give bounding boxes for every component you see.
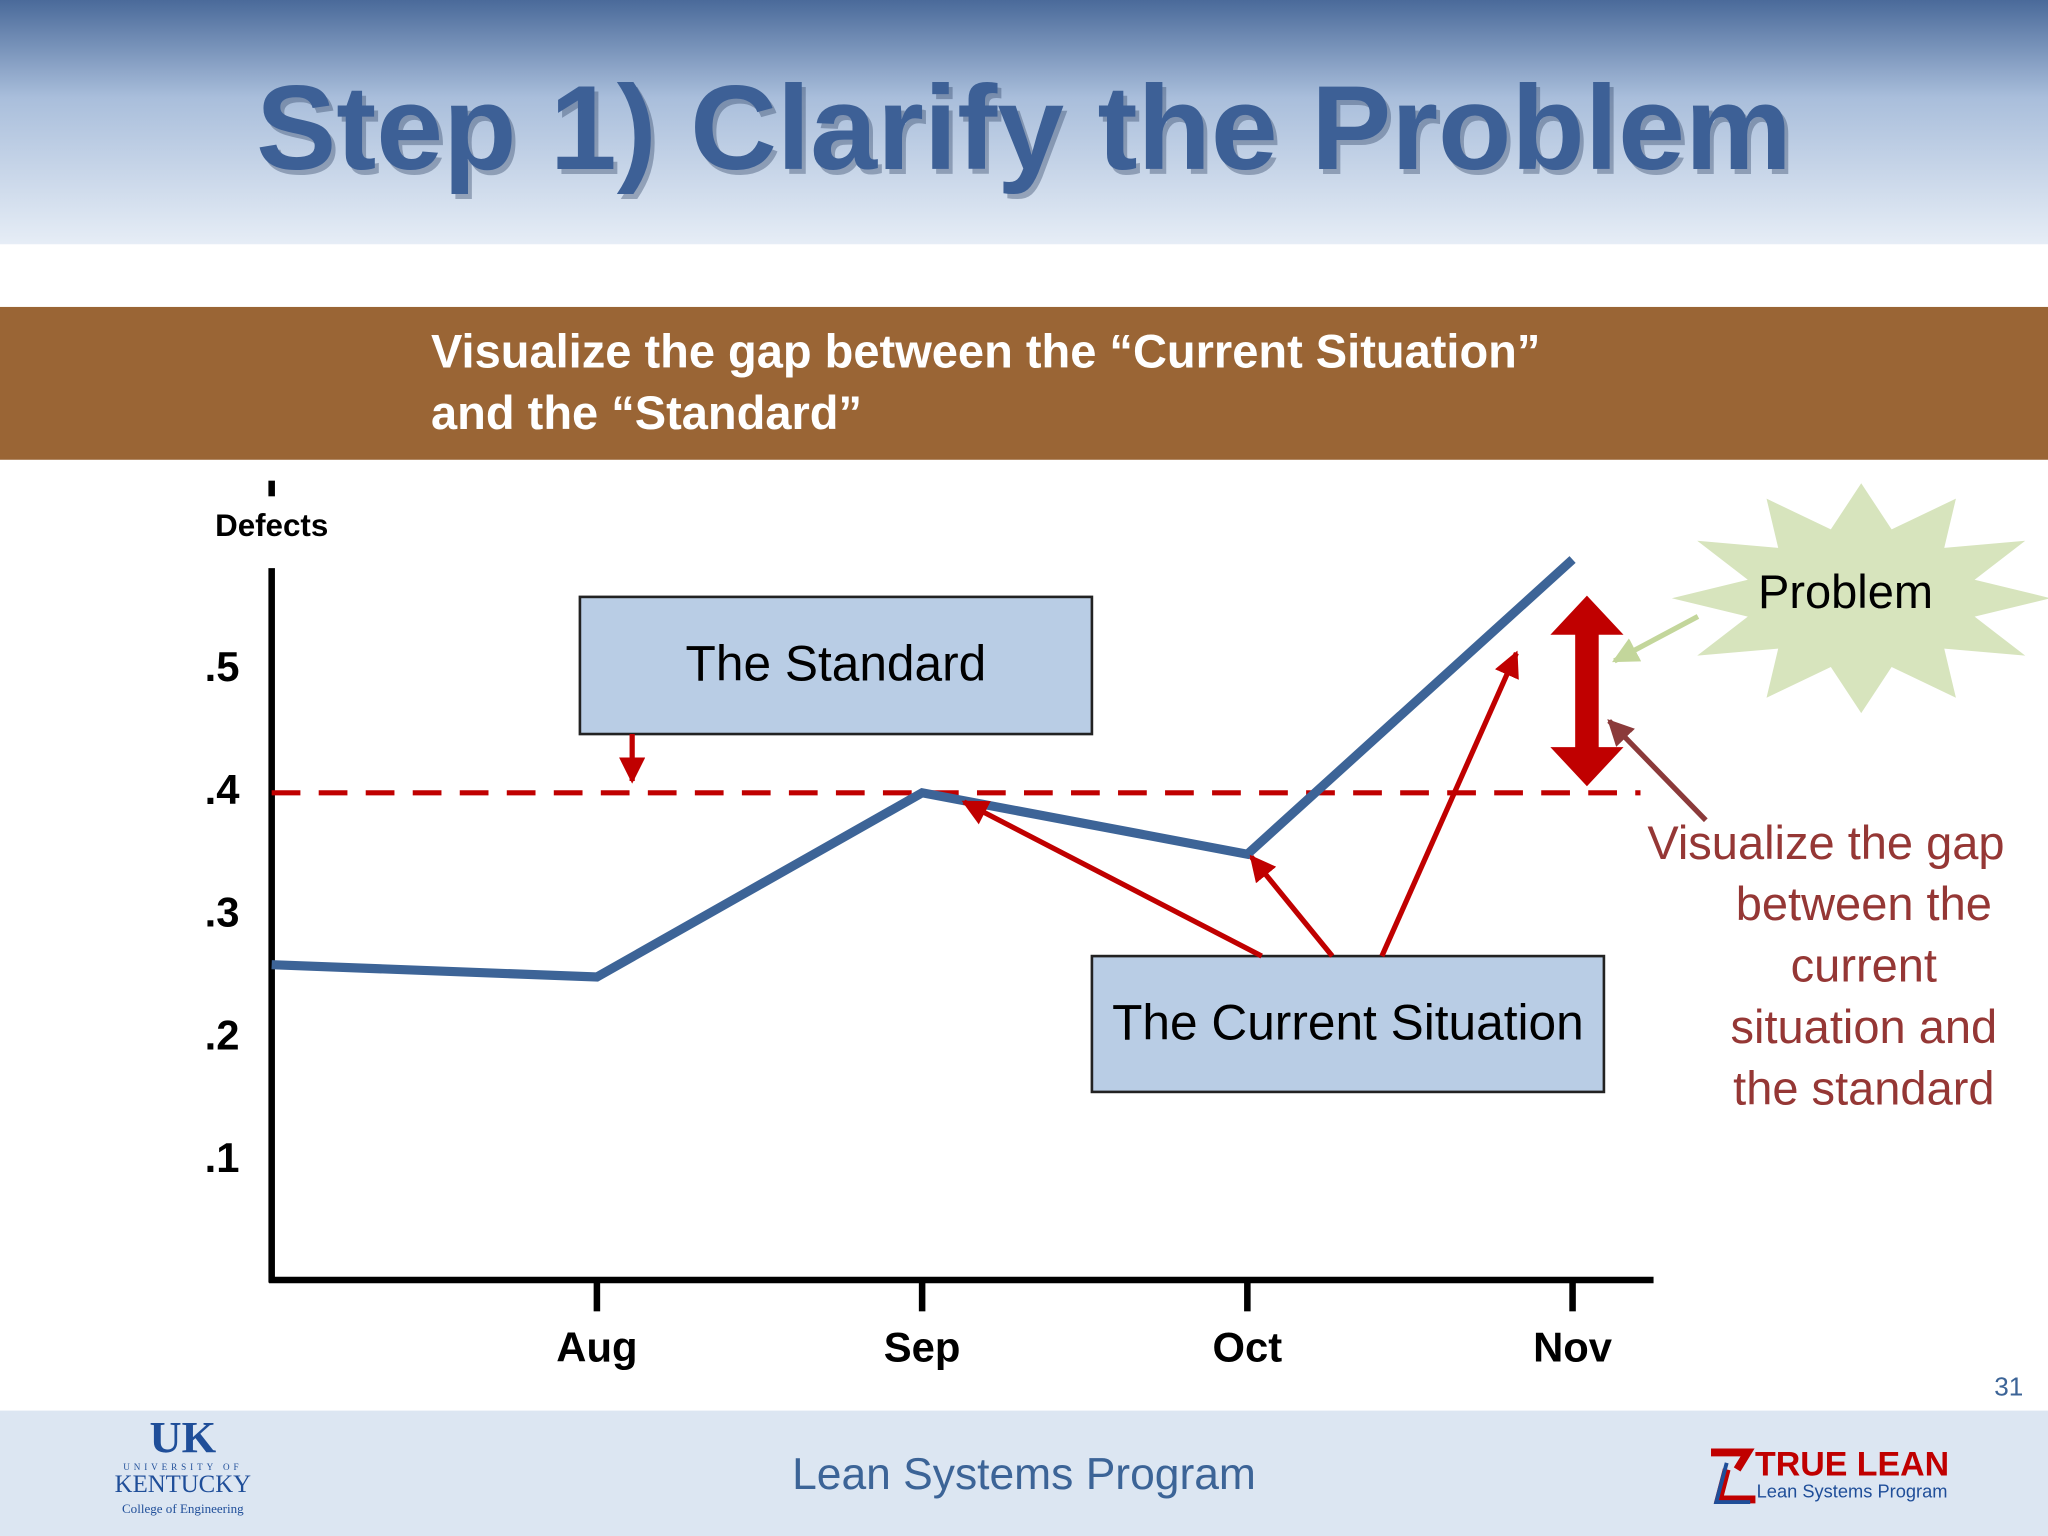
problem-label: Problem [1758, 565, 1933, 618]
logo-text: UK [150, 1412, 217, 1462]
arrow [1249, 854, 1335, 958]
uk-logo: UK UNIVERSITY OF KENTUCKY College of Eng… [115, 1412, 251, 1516]
page-number: 31 [1994, 1371, 2023, 1401]
header-band [0, 0, 2048, 245]
title-shadow: Step 1) Clarify the Problem [260, 66, 1796, 200]
true-lean-logo: TRUE LEAN Lean Systems Program [1711, 1446, 1949, 1504]
chart: Defects [215, 480, 1654, 1284]
y-tick-label: .2 [205, 1011, 240, 1058]
gap-label: the standard [1733, 1061, 1994, 1114]
banner-text: Visualize the gap between the “Current S… [431, 325, 1540, 378]
footer-text: Lean Systems Program [792, 1450, 1256, 1499]
y-tick-label: .1 [205, 1134, 240, 1181]
gap-label: Visualize the gap [1647, 816, 2004, 869]
logo-text: TRUE LEAN [1755, 1446, 1949, 1484]
arrow [1612, 614, 1700, 664]
starburst [1671, 483, 2048, 714]
gap-label: situation and [1731, 1000, 1998, 1053]
y-tick-label: .3 [205, 889, 240, 936]
arrow [961, 799, 1263, 959]
slide-title: Step 1) Clarify the Problem [256, 61, 1792, 195]
annotation-box [578, 595, 1094, 736]
gap-arrow [1550, 595, 1624, 787]
banner [0, 306, 2048, 460]
y-axis-label: Defects [215, 508, 328, 543]
logo-text: UNIVERSITY OF [123, 1462, 242, 1472]
annotation-text: The Standard [686, 636, 987, 692]
y-tick-label: .5 [205, 643, 240, 690]
x-tick-label: Sep [884, 1324, 961, 1371]
x-tick-label: Oct [1213, 1324, 1283, 1371]
x-tick-label: Nov [1533, 1324, 1613, 1371]
banner-text: and the “Standard” [431, 386, 862, 439]
gap-label: current [1791, 939, 1937, 992]
logo-text: College of Engineering [122, 1501, 244, 1516]
x-tick-label: Aug [556, 1324, 637, 1371]
y-tick-label: .4 [205, 766, 241, 813]
logo-mark [1713, 1462, 1751, 1504]
annotation-box [1090, 954, 1606, 1094]
data-line [271, 556, 1576, 982]
logo-text: Lean Systems Program [1757, 1481, 1948, 1502]
arrow [1379, 650, 1519, 958]
footer-band [0, 1410, 2048, 1536]
annotation-text: The Current Situation [1112, 995, 1584, 1051]
gap-label: between the [1736, 877, 1992, 930]
logo-text: KENTUCKY [115, 1471, 251, 1498]
arrow [1607, 719, 1708, 823]
